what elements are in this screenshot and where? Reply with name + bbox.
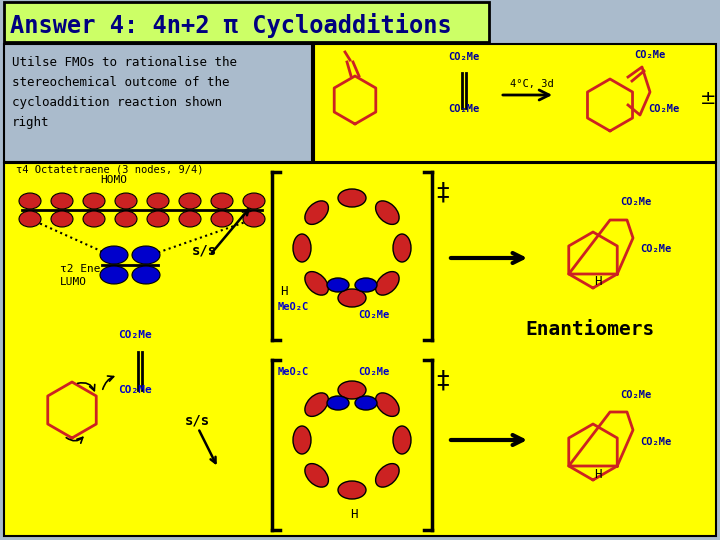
Ellipse shape xyxy=(393,426,411,454)
Text: ±: ± xyxy=(700,89,716,107)
Ellipse shape xyxy=(132,266,160,284)
Text: H: H xyxy=(594,275,601,288)
Bar xyxy=(4,163,716,536)
Ellipse shape xyxy=(376,463,399,487)
Ellipse shape xyxy=(393,234,411,262)
Ellipse shape xyxy=(100,266,128,284)
Text: CO₂Me: CO₂Me xyxy=(448,52,480,62)
Text: CO₂Me: CO₂Me xyxy=(358,367,390,377)
Text: s/s: s/s xyxy=(192,244,217,258)
Ellipse shape xyxy=(338,481,366,499)
Ellipse shape xyxy=(243,211,265,227)
Text: τ2 Ene
LUMO: τ2 Ene LUMO xyxy=(60,264,101,287)
Ellipse shape xyxy=(293,426,311,454)
Ellipse shape xyxy=(83,193,105,209)
Text: CO₂Me: CO₂Me xyxy=(358,310,390,320)
Ellipse shape xyxy=(147,193,169,209)
Ellipse shape xyxy=(19,211,41,227)
Text: Answer 4: 4n+2 π Cycloadditions: Answer 4: 4n+2 π Cycloadditions xyxy=(10,14,451,38)
Ellipse shape xyxy=(19,193,41,209)
Ellipse shape xyxy=(115,211,137,227)
Ellipse shape xyxy=(211,193,233,209)
Text: CO₂Me: CO₂Me xyxy=(448,104,480,114)
Text: MeO₂C: MeO₂C xyxy=(278,367,310,377)
Text: Enantiomers: Enantiomers xyxy=(525,320,654,339)
Ellipse shape xyxy=(51,193,73,209)
Text: H: H xyxy=(280,285,287,298)
Text: CO₂Me: CO₂Me xyxy=(620,197,652,207)
Ellipse shape xyxy=(305,272,328,295)
Text: ‡: ‡ xyxy=(436,368,449,392)
Ellipse shape xyxy=(338,381,366,399)
Ellipse shape xyxy=(305,463,328,487)
Text: ‡: ‡ xyxy=(436,180,449,204)
Bar xyxy=(4,2,489,42)
Text: H: H xyxy=(594,468,601,481)
Text: τ4 Octatetraene (3 nodes, 9/4): τ4 Octatetraene (3 nodes, 9/4) xyxy=(16,164,204,174)
Bar xyxy=(314,44,716,162)
Ellipse shape xyxy=(355,278,377,292)
Text: CO₂Me: CO₂Me xyxy=(118,385,152,395)
Ellipse shape xyxy=(147,211,169,227)
Text: CO₂Me: CO₂Me xyxy=(118,330,152,340)
Ellipse shape xyxy=(305,201,328,225)
Bar xyxy=(4,44,312,162)
Ellipse shape xyxy=(243,193,265,209)
Ellipse shape xyxy=(376,272,399,295)
Ellipse shape xyxy=(338,189,366,207)
Text: 4°C, 3d: 4°C, 3d xyxy=(510,79,554,89)
Text: CO₂Me: CO₂Me xyxy=(648,104,679,114)
Ellipse shape xyxy=(327,278,349,292)
Ellipse shape xyxy=(211,211,233,227)
Text: CO₂Me: CO₂Me xyxy=(620,390,652,400)
Text: CO₂Me: CO₂Me xyxy=(640,437,671,447)
Ellipse shape xyxy=(83,211,105,227)
Ellipse shape xyxy=(376,393,399,416)
Ellipse shape xyxy=(115,193,137,209)
Ellipse shape xyxy=(376,201,399,225)
Ellipse shape xyxy=(132,246,160,264)
Ellipse shape xyxy=(355,396,377,410)
Ellipse shape xyxy=(305,393,328,416)
Text: H: H xyxy=(350,508,358,521)
Ellipse shape xyxy=(293,234,311,262)
Ellipse shape xyxy=(179,211,201,227)
Text: CO₂Me: CO₂Me xyxy=(640,244,671,254)
Ellipse shape xyxy=(100,246,128,264)
Text: HOMO: HOMO xyxy=(100,175,127,185)
Ellipse shape xyxy=(327,396,349,410)
Ellipse shape xyxy=(179,193,201,209)
Text: s/s: s/s xyxy=(185,414,210,428)
Text: CO₂Me: CO₂Me xyxy=(634,50,665,60)
Ellipse shape xyxy=(51,211,73,227)
Text: Utilse FMOs to rationalise the
stereochemical outcome of the
cycloaddition react: Utilse FMOs to rationalise the stereoche… xyxy=(12,56,237,129)
Text: MeO₂C: MeO₂C xyxy=(278,302,310,312)
Ellipse shape xyxy=(338,289,366,307)
